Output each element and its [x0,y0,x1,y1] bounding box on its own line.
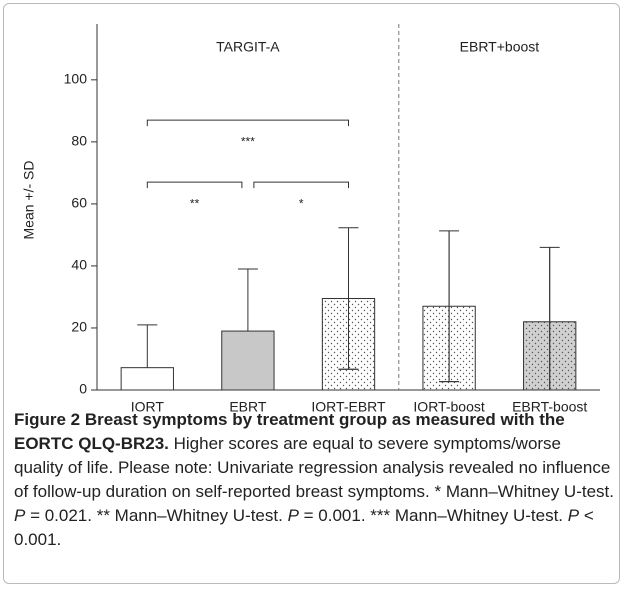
caption-text: P [287,506,299,525]
x-tick-label: EBRT-boost [512,399,587,415]
y-tick-label: 100 [64,71,88,87]
y-tick-label: 60 [71,195,87,211]
x-tick-label: IORT [131,399,165,415]
significance-bracket [253,181,349,189]
error-bar [539,246,560,390]
significance-label: * [299,196,304,210]
caption-text: < 0.001. [14,506,594,549]
x-tick-label: IORT-EBRT [311,399,386,415]
x-tick-label: EBRT [229,399,267,415]
significance-bracket [146,119,349,127]
x-tick-label: IORT-boost [413,399,484,415]
group-label: EBRT+boost [460,39,540,55]
y-tick-label: 40 [71,257,87,273]
significance-label: *** [241,134,255,148]
y-tick-label: 0 [79,381,87,397]
caption-text: P [567,506,580,525]
caption-text: = 0.021. ** Mann–Whitney U-test. [25,506,288,525]
significance-label: ** [190,196,200,210]
y-axis-label: Mean +/- SD [21,161,37,240]
figure-frame [3,3,620,584]
caption: Figure 2 Breast symptoms by treatment gr… [14,408,614,552]
caption-text: P [14,506,26,525]
error-bar [338,227,359,370]
caption-text: Higher scores are equal to severe sympto… [14,434,614,501]
caption-text: = 0.001. *** Mann–Whitney U-test. [298,506,568,525]
bar [120,367,174,391]
y-tick-label: 80 [71,133,87,149]
y-tick-label: 20 [71,319,87,335]
bar [221,330,275,391]
error-bar [439,230,460,383]
caption-title: Figure 2 Breast symptoms by treatment gr… [14,410,565,453]
significance-bracket [146,181,243,189]
group-label: TARGIT-A [216,39,280,55]
chart: Mean +/- SD 0 20 40 60 80 100 TARGIT-A EBRT+boo… [21,24,600,415]
